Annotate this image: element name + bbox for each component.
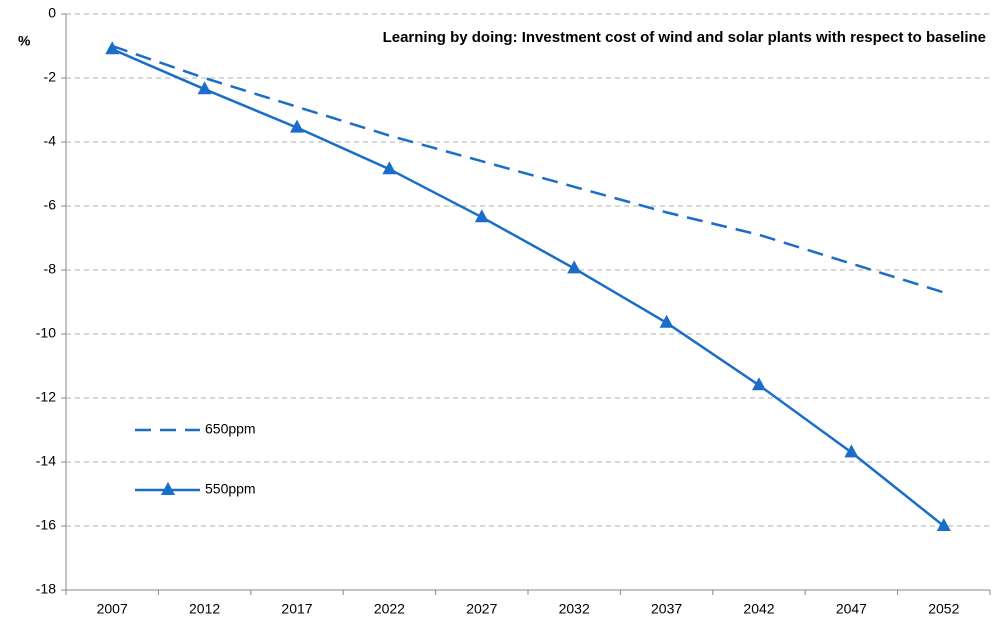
marker	[105, 41, 120, 55]
y-tick-label: -12	[36, 389, 56, 405]
y-tick-label: -16	[36, 517, 56, 533]
x-tick-label: 2012	[189, 601, 220, 617]
y-tick-label: -6	[44, 197, 57, 213]
marker	[844, 444, 859, 458]
marker	[474, 209, 489, 223]
chart-title: Learning by doing: Investment cost of wi…	[383, 29, 986, 46]
x-tick-label: 2047	[836, 601, 867, 617]
series-line	[111, 48, 945, 527]
x-tick-label: 2027	[466, 601, 497, 617]
x-tick-label: 2032	[559, 601, 590, 617]
y-tick-label: 0	[48, 5, 56, 21]
y-tick-label: -10	[36, 325, 56, 341]
x-tick-label: 2007	[97, 601, 128, 617]
y-tick-label: -18	[36, 581, 56, 597]
marker	[290, 119, 304, 133]
y-tick-label: -14	[36, 453, 56, 469]
x-tick-label: 2037	[651, 601, 682, 617]
legend-label: 650ppm	[205, 421, 256, 437]
y-axis-label: %	[18, 33, 31, 49]
legend-label: 550ppm	[205, 481, 256, 497]
x-tick-label: 2052	[928, 601, 959, 617]
marker	[752, 377, 766, 391]
marker	[197, 81, 212, 95]
x-tick-label: 2022	[374, 601, 405, 617]
series-line	[111, 44, 945, 294]
marker	[382, 161, 397, 175]
marker	[936, 518, 951, 531]
y-tick-label: -4	[44, 133, 57, 149]
x-tick-label: 2042	[743, 601, 774, 617]
y-tick-label: -2	[44, 69, 57, 85]
x-tick-label: 2017	[281, 601, 312, 617]
y-tick-label: -8	[44, 261, 57, 277]
marker	[659, 314, 674, 328]
legend-marker	[161, 482, 175, 495]
marker	[567, 260, 582, 274]
